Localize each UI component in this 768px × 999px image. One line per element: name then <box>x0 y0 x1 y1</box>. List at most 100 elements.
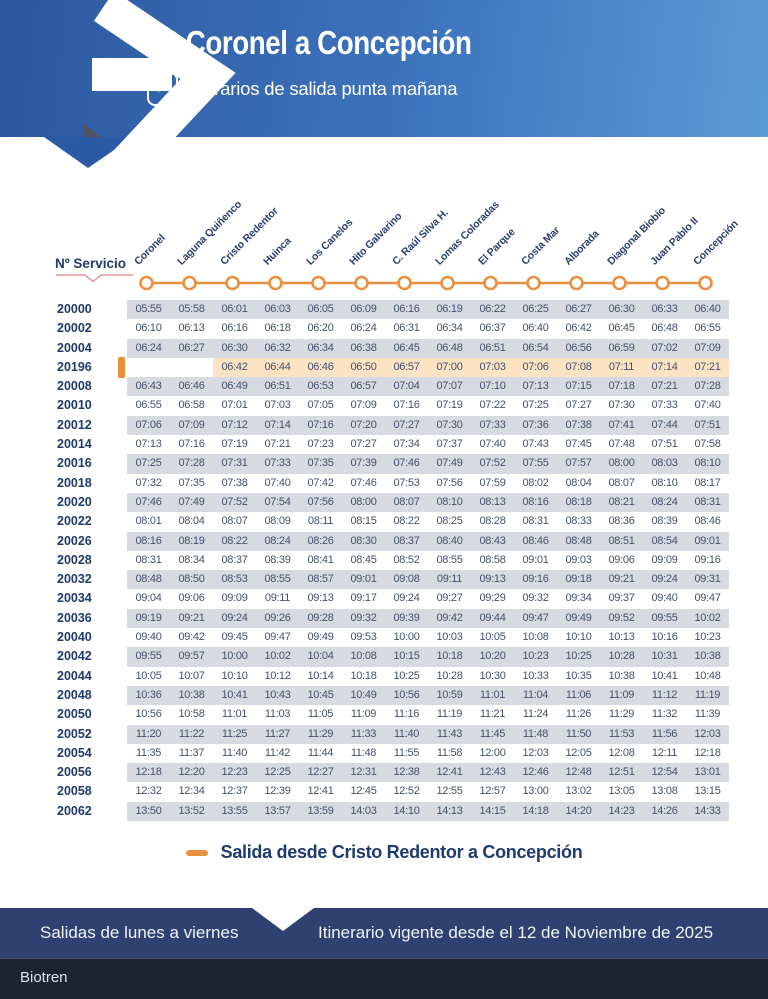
service-label: Nº Servicio <box>55 256 126 271</box>
time-cell: 12:03 <box>694 727 721 740</box>
time-cell: 09:49 <box>307 631 334 644</box>
times-band: 08:31 08:34 08:37 08:39 08:41 08:45 08:52 08:55… <box>127 551 729 570</box>
time-cell: 09:01 <box>350 573 377 586</box>
time-cell: 09:45 <box>221 631 248 644</box>
time-cell: 13:00 <box>522 785 549 798</box>
time-cell: 09:24 <box>651 573 678 586</box>
time-cell: 09:47 <box>522 611 549 624</box>
time-cell: 07:20 <box>350 418 377 431</box>
time-cell: 09:34 <box>565 592 592 605</box>
time-cell: 06:19 <box>436 303 463 315</box>
legend: Salida desde Cristo Redentor a Concepció… <box>0 842 768 863</box>
time-cell: 07:56 <box>436 476 463 489</box>
time-cell: 09:13 <box>307 592 334 605</box>
time-cell: 09:55 <box>135 650 162 663</box>
table-row: 20008 06:43 06:46 06:49 06:51 06:53 06:57 07:04… <box>55 377 735 397</box>
table-row: 20196 06:42 06:44 06:46 06:50 06:57 07:00 07:03… <box>55 356 735 378</box>
footer-days-text: Salidas de lunes a viernes <box>40 923 239 942</box>
time-cell: 06:49 <box>221 380 248 393</box>
time-cell: 06:24 <box>135 341 162 354</box>
time-cell: 11:16 <box>393 708 420 721</box>
time-cell: 09:04 <box>135 592 162 605</box>
time-cell: 10:12 <box>264 669 291 682</box>
time-cell: 07:33 <box>479 418 506 431</box>
table-row: 20020 07:46 07:49 07:52 07:54 07:56 08:00 08:07… <box>55 492 735 513</box>
service-number: 20018 <box>57 475 92 490</box>
table-row: 20058 12:32 12:34 12:37 12:39 12:41 12:45 12:52… <box>55 782 735 801</box>
notch-icon <box>252 908 314 931</box>
time-cell: 14:26 <box>651 804 678 817</box>
table-row: 20000 05:55 05:58 06:01 06:03 06:05 06:09 06:16… <box>55 300 735 320</box>
time-cell: 13:55 <box>221 804 248 817</box>
time-cell: 09:40 <box>651 592 678 605</box>
time-cell: 08:55 <box>436 553 463 566</box>
times-band: 13:50 13:52 13:55 13:57 13:59 14:03 14:10 14:13… <box>127 801 729 822</box>
time-cell: 10:38 <box>608 669 635 682</box>
time-cell: 06:30 <box>608 303 635 315</box>
time-cell: 09:01 <box>522 553 549 566</box>
service-number: 20196 <box>57 359 92 374</box>
time-cell: 06:16 <box>221 322 248 335</box>
times-band: 07:06 07:09 07:12 07:14 07:16 07:20 07:27 07:30… <box>127 415 729 436</box>
time-cell: 08:03 <box>651 457 678 470</box>
time-cell: 09:47 <box>694 592 721 605</box>
time-cell: 10:20 <box>479 650 506 663</box>
table-row: 20040 09:40 09:42 09:45 09:47 09:49 09:53 10:00… <box>55 628 735 647</box>
time-cell: 09:32 <box>350 611 377 624</box>
time-cell: 13:08 <box>651 785 678 798</box>
time-cell: 06:13 <box>178 322 205 335</box>
time-cell: 11:53 <box>608 727 635 740</box>
time-cell: 07:00 <box>428 357 471 378</box>
time-cell: 08:04 <box>178 515 205 528</box>
time-cell: 14:23 <box>608 804 635 817</box>
time-cell: 07:46 <box>393 457 420 470</box>
time-cell: 08:10 <box>694 457 721 470</box>
time-cell: 10:59 <box>436 688 463 701</box>
time-cell: 07:53 <box>393 476 420 489</box>
time-cell: 10:49 <box>350 688 377 701</box>
time-cell: 06:38 <box>350 341 377 354</box>
table-row: 20026 08:16 08:19 08:22 08:24 08:26 08:30 08:37… <box>55 531 735 551</box>
time-cell: 09:31 <box>694 573 721 586</box>
time-cell: 06:48 <box>436 341 463 354</box>
time-cell: 07:16 <box>307 418 334 431</box>
time-cell: 12:25 <box>264 766 291 779</box>
time-cell: 06:48 <box>651 322 678 335</box>
times-band: 11:35 11:37 11:40 11:42 11:44 11:48 11:55 11:58… <box>127 744 729 763</box>
time-cell: 06:27 <box>565 303 592 315</box>
table-row: 20014 07:13 07:16 07:19 07:21 07:23 07:27 07:34… <box>55 435 735 454</box>
time-cell: 07:39 <box>350 457 377 470</box>
time-cell: 06:57 <box>350 380 377 393</box>
times-band: 05:55 05:58 06:01 06:03 06:05 06:09 06:16 06:19… <box>127 300 729 320</box>
time-cell: 07:11 <box>600 357 643 378</box>
time-cell: 12:03 <box>522 746 549 759</box>
time-cell: 13:59 <box>307 804 334 817</box>
time-cell: 07:21 <box>651 380 678 393</box>
time-cell: 14:15 <box>479 804 506 817</box>
time-cell: 11:29 <box>307 727 334 740</box>
time-cell: 13:05 <box>608 785 635 798</box>
time-cell: 07:33 <box>651 399 678 412</box>
time-cell: 13:52 <box>178 804 205 817</box>
time-cell: 12:18 <box>135 766 162 779</box>
time-cell: 10:41 <box>221 688 248 701</box>
time-cell: 06:42 <box>213 357 256 378</box>
time-cell: 10:28 <box>608 650 635 663</box>
time-cell: 09:01 <box>694 534 721 547</box>
time-cell: 07:45 <box>565 438 592 451</box>
time-cell: 08:30 <box>350 534 377 547</box>
time-cell: 14:03 <box>350 804 377 817</box>
table-row: 20022 08:01 08:04 08:07 08:09 08:11 08:15 08:22… <box>55 512 735 531</box>
time-cell: 07:58 <box>694 438 721 451</box>
time-cell: 06:01 <box>221 303 248 315</box>
time-cell: 07:01 <box>221 399 248 412</box>
time-cell: 07:44 <box>651 418 678 431</box>
page-title: L2 Coronel a Concepción <box>147 24 472 61</box>
time-cell: 11:56 <box>651 727 678 740</box>
time-cell: 06:43 <box>135 380 162 393</box>
time-cell: 11:09 <box>350 708 377 721</box>
time-cell: 06:16 <box>393 303 420 315</box>
time-cell: 07:51 <box>694 418 721 431</box>
subtitle-row: Horarios de salida punta mañana <box>147 72 458 106</box>
time-cell: 09:49 <box>565 611 592 624</box>
